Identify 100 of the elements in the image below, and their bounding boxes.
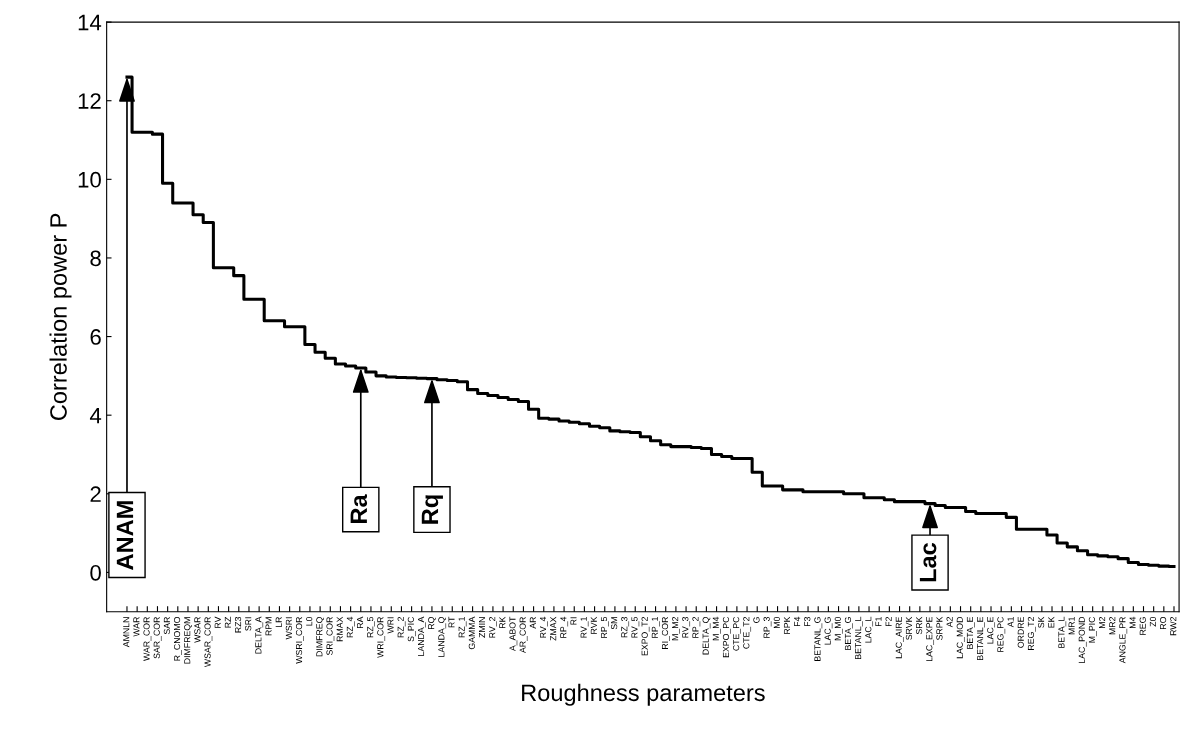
x-tick-label: R_CNOMO bbox=[173, 616, 182, 661]
x-tick-label: RP_1 bbox=[651, 617, 660, 638]
x-tick-label: LAC_G bbox=[824, 617, 833, 645]
x-tick-label: SRI_COR bbox=[326, 616, 335, 656]
x-tick-label: RP_3 bbox=[763, 616, 772, 638]
x-tick-label: A_ABOT bbox=[509, 616, 518, 652]
x-tick-label: RP_4 bbox=[560, 616, 569, 638]
x-tick-label: DELTA_Q bbox=[702, 616, 711, 655]
x-tick-label: BETANL_G bbox=[814, 617, 823, 661]
y-tick-label: 6 bbox=[90, 329, 101, 345]
x-tick-label: AR_COR bbox=[519, 616, 528, 654]
x-tick-label: F2 bbox=[885, 617, 892, 627]
x-tick-label: LAC_E bbox=[987, 616, 996, 644]
x-tick-label: M2 bbox=[1098, 617, 1106, 629]
x-tick-label: DELTA_A bbox=[255, 616, 264, 654]
x-tick-label: RV_4 bbox=[540, 616, 548, 638]
x-tick-label: RV_1 bbox=[580, 617, 589, 638]
x-tick-label: F3 bbox=[804, 616, 811, 627]
x-tick-label: DIMFREQM bbox=[184, 617, 192, 664]
x-tick-label: LANDA_A bbox=[418, 616, 426, 656]
annotation: Lac bbox=[919, 542, 937, 582]
x-tick-label: BETANL_L bbox=[855, 616, 863, 659]
x-tick-label: SAR_COR bbox=[153, 616, 162, 659]
x-tick-label: REG bbox=[1139, 617, 1146, 635]
x-tick-label: WSRI bbox=[285, 617, 292, 640]
x-tick-label: SRPK bbox=[936, 616, 943, 640]
x-tick-label: WSRI_COR bbox=[295, 616, 304, 664]
x-tick-label: RO bbox=[1159, 616, 1167, 629]
x-tick-label: DIMFREQ bbox=[316, 616, 325, 657]
x-tick-label: WSAR_COR bbox=[204, 616, 213, 668]
x-tick-label: RP_2 bbox=[692, 617, 701, 638]
annotation: Rq bbox=[421, 495, 443, 524]
x-tick-label: RVK bbox=[590, 616, 597, 634]
x-tick-label: SK bbox=[1038, 616, 1045, 628]
x-tick-label: SRI bbox=[245, 617, 252, 631]
x-tick-label: LAC_POND bbox=[1078, 616, 1087, 664]
x-tick-label: LANDA_Q bbox=[438, 616, 447, 657]
x-tick-label: RZ3 bbox=[234, 616, 242, 633]
x-tick-label: RI_COR bbox=[661, 616, 670, 649]
x-tick-label: SRK bbox=[916, 616, 923, 635]
x-tick-label: F1 bbox=[875, 617, 882, 627]
x-tick-label: M4 bbox=[1129, 616, 1136, 629]
x-axis-title: Roughness parameters bbox=[522, 683, 765, 706]
x-tick-label: RA bbox=[357, 616, 364, 629]
x-tick-label: RV_2 bbox=[489, 617, 497, 638]
x-tick-label: Z0 bbox=[1149, 616, 1157, 627]
x-tick-label: SM bbox=[611, 617, 618, 630]
x-tick-label: CTE_PC bbox=[733, 616, 741, 651]
x-tick-label: A1 bbox=[1007, 617, 1014, 628]
x-tick-label: REG_T2 bbox=[1027, 617, 1036, 650]
x-tick-label: G bbox=[753, 617, 760, 623]
x-tick-label: RQ bbox=[428, 616, 436, 629]
x-tick-label: ORDRE bbox=[1017, 616, 1024, 648]
x-tick-label: RPK bbox=[783, 616, 790, 634]
x-tick-label: LR bbox=[275, 616, 282, 628]
x-tick-label: RV bbox=[214, 616, 221, 628]
x-tick-label: WAR bbox=[133, 616, 140, 637]
x-tick-label: RV_5 bbox=[631, 616, 640, 638]
x-tick-label: RMAX bbox=[336, 616, 343, 642]
x-tick-label: L0 bbox=[306, 616, 313, 626]
x-tick-label: CTE_T2 bbox=[743, 617, 752, 649]
x-tick-label: EXPO_PC bbox=[722, 616, 731, 658]
x-tick-label: WAR_COR bbox=[143, 616, 152, 661]
x-tick-label: RW2 bbox=[1170, 617, 1177, 636]
x-tick-label: EK bbox=[1048, 616, 1055, 628]
x-tick-label: RZ_4 bbox=[346, 616, 355, 638]
x-tick-label: RZ bbox=[224, 616, 231, 628]
y-tick-label: 12 bbox=[78, 93, 101, 109]
x-tick-label: ZMIN bbox=[479, 617, 486, 638]
x-tick-label: RPM bbox=[265, 617, 272, 636]
x-tick-label: AR bbox=[529, 616, 536, 629]
x-tick-label: WRI bbox=[387, 617, 394, 634]
y-axis-title: Correlation power P bbox=[49, 213, 72, 421]
x-tick-label: M_M2 bbox=[672, 617, 680, 641]
x-tick-label: SAR bbox=[163, 616, 170, 635]
annotation: ANAM bbox=[116, 501, 134, 570]
y-tick-label: 10 bbox=[78, 171, 101, 188]
x-tick-label: GAMMA bbox=[468, 616, 475, 650]
x-tick-label: A2 bbox=[946, 617, 953, 628]
x-tick-label: RK bbox=[499, 616, 506, 629]
x-tick-label: MR1 bbox=[1068, 617, 1075, 635]
x-tick-label: RP_5 bbox=[600, 616, 609, 638]
x-tick-label: WSAR bbox=[194, 616, 201, 643]
x-tick-label: RT bbox=[448, 616, 455, 628]
x-tick-label: RZ_1 bbox=[458, 617, 467, 638]
y-tick-label: 8 bbox=[90, 250, 101, 267]
x-tick-label: MR2 bbox=[1109, 617, 1116, 635]
y-tick-label: 4 bbox=[89, 407, 102, 424]
x-tick-label: RZ_5 bbox=[367, 616, 375, 638]
x-tick-label: M_PIC bbox=[1088, 616, 1097, 643]
x-tick-label: BETA_E bbox=[966, 616, 975, 649]
x-tick-label: BETANL_E bbox=[977, 616, 985, 660]
x-tick-label: M_M0 bbox=[834, 616, 843, 641]
x-tick-label: RZ_3 bbox=[621, 616, 630, 638]
x-tick-label: RI bbox=[570, 617, 577, 625]
y-tick-label: 0 bbox=[90, 564, 101, 581]
x-tick-label: SRVK bbox=[905, 616, 913, 640]
x-tick-label: LAC_EXPE bbox=[926, 616, 935, 662]
x-tick-label: RV_3 bbox=[682, 616, 691, 638]
x-tick-label: RZ_2 bbox=[397, 617, 406, 638]
